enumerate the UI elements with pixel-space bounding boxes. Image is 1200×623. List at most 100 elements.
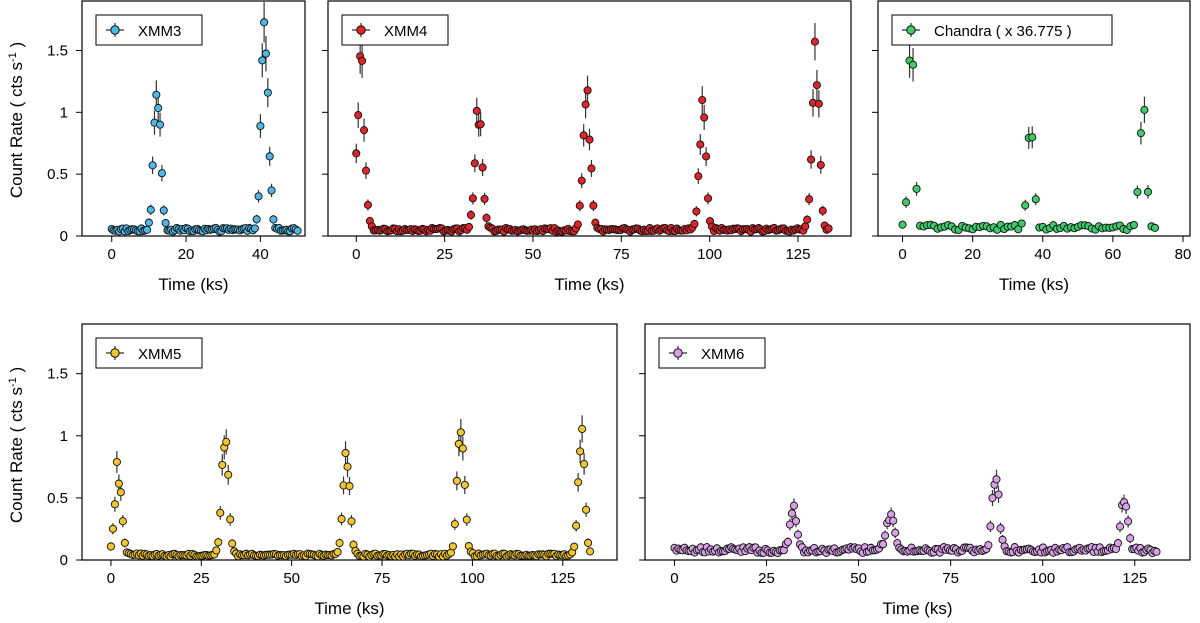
data-point <box>363 200 372 209</box>
data-point <box>587 164 596 173</box>
plot-frame <box>644 323 1191 561</box>
data-point <box>583 86 592 95</box>
data-point <box>112 457 121 467</box>
data-point <box>466 210 475 220</box>
data-series <box>898 43 1159 234</box>
data-point <box>879 540 888 549</box>
x-tick-label: 75 <box>374 570 391 587</box>
data-point <box>337 514 346 524</box>
x-tick-label: 0 <box>670 570 678 587</box>
legend-marker <box>110 25 120 35</box>
data-point <box>265 152 274 161</box>
data-point <box>578 424 587 434</box>
data-point <box>114 479 123 488</box>
data-point <box>582 505 591 514</box>
data-point <box>801 222 810 231</box>
legend-marker <box>356 25 366 35</box>
x-tick-label: 50 <box>283 570 300 587</box>
x-axis-label: Time (ks) <box>999 275 1069 294</box>
data-point <box>450 520 459 529</box>
y-tick-label: 1 <box>60 428 68 445</box>
data-series <box>670 469 1161 558</box>
x-tick-label: 0 <box>107 570 115 587</box>
data-point <box>692 207 701 216</box>
data-point <box>1028 133 1037 142</box>
data-point <box>157 169 166 178</box>
y-axis-label-top: Count Rate ( cts s-1 ) <box>7 42 26 198</box>
data-point <box>1129 220 1138 230</box>
data-point <box>998 535 1007 544</box>
y-axis-label-main: Count Rate ( cts s <box>7 387 26 523</box>
data-point <box>909 60 918 69</box>
data-point <box>263 88 272 97</box>
data-point <box>252 215 261 224</box>
data-point <box>996 524 1005 533</box>
data-point <box>584 538 593 547</box>
x-tick-label: 50 <box>850 570 867 587</box>
data-point <box>589 201 598 210</box>
x-tick-label: 50 <box>525 246 542 263</box>
y-tick-label: 0.5 <box>47 166 68 183</box>
data-point <box>110 500 119 509</box>
data-point <box>216 508 225 517</box>
data-point <box>343 462 352 471</box>
data-point <box>256 121 265 131</box>
data-point <box>694 172 703 181</box>
data-point <box>988 493 997 503</box>
data-point <box>586 547 595 556</box>
data-point <box>579 131 588 140</box>
y-tick-label: 0.5 <box>47 490 68 507</box>
data-point <box>1113 539 1123 548</box>
plot-frame <box>877 0 1191 237</box>
x-tick-label: 0 <box>352 246 360 263</box>
x-tick-label: 125 <box>550 570 575 587</box>
data-point <box>814 99 823 108</box>
data-point <box>354 111 363 120</box>
data-point <box>1136 129 1145 138</box>
data-point <box>214 538 223 547</box>
data-point <box>358 56 367 65</box>
data-point <box>574 478 583 487</box>
data-point <box>258 56 267 65</box>
data-point <box>581 100 590 109</box>
y-axis-label-main: Count Rate ( cts s <box>7 62 26 198</box>
data-point <box>807 155 816 164</box>
data-point <box>783 537 792 546</box>
data-point <box>359 126 369 135</box>
data-point <box>994 490 1003 499</box>
x-tick-label: 100 <box>1030 570 1055 587</box>
data-point <box>898 220 907 229</box>
legend-marker <box>110 348 120 358</box>
data-point <box>702 152 711 161</box>
y-tick-label: 1.5 <box>47 42 68 59</box>
data-point <box>577 176 586 185</box>
data-point <box>572 521 581 530</box>
data-point <box>159 206 168 215</box>
data-point <box>144 218 153 227</box>
y-tick-label: 1.5 <box>47 366 68 383</box>
data-point <box>986 522 995 531</box>
legend-marker <box>906 25 916 35</box>
data-point <box>462 515 471 524</box>
data-point <box>464 222 474 231</box>
data-series <box>106 415 595 561</box>
data-point <box>901 198 911 207</box>
data-point <box>161 218 170 228</box>
x-tick-label: 60 <box>1105 246 1122 263</box>
data-point <box>146 205 155 214</box>
data-point <box>333 547 342 557</box>
data-point <box>116 488 125 497</box>
y-axis-label-sup: -1 <box>7 377 19 387</box>
data-point <box>787 509 796 518</box>
legend-label: XMM5 <box>138 346 181 363</box>
data-point <box>254 192 263 201</box>
data-point <box>470 159 479 168</box>
x-tick-label: 75 <box>942 570 959 587</box>
data-point <box>347 517 356 526</box>
data-point <box>152 90 161 99</box>
x-tick-label: 0 <box>108 246 116 263</box>
panel-chandra: 0 20 40 60 80 Time (ks) Chandra ( x 36.775 ) <box>872 0 1191 294</box>
data-point <box>791 516 801 526</box>
y-axis-label-end: ) <box>7 42 26 52</box>
data-point <box>448 542 457 551</box>
